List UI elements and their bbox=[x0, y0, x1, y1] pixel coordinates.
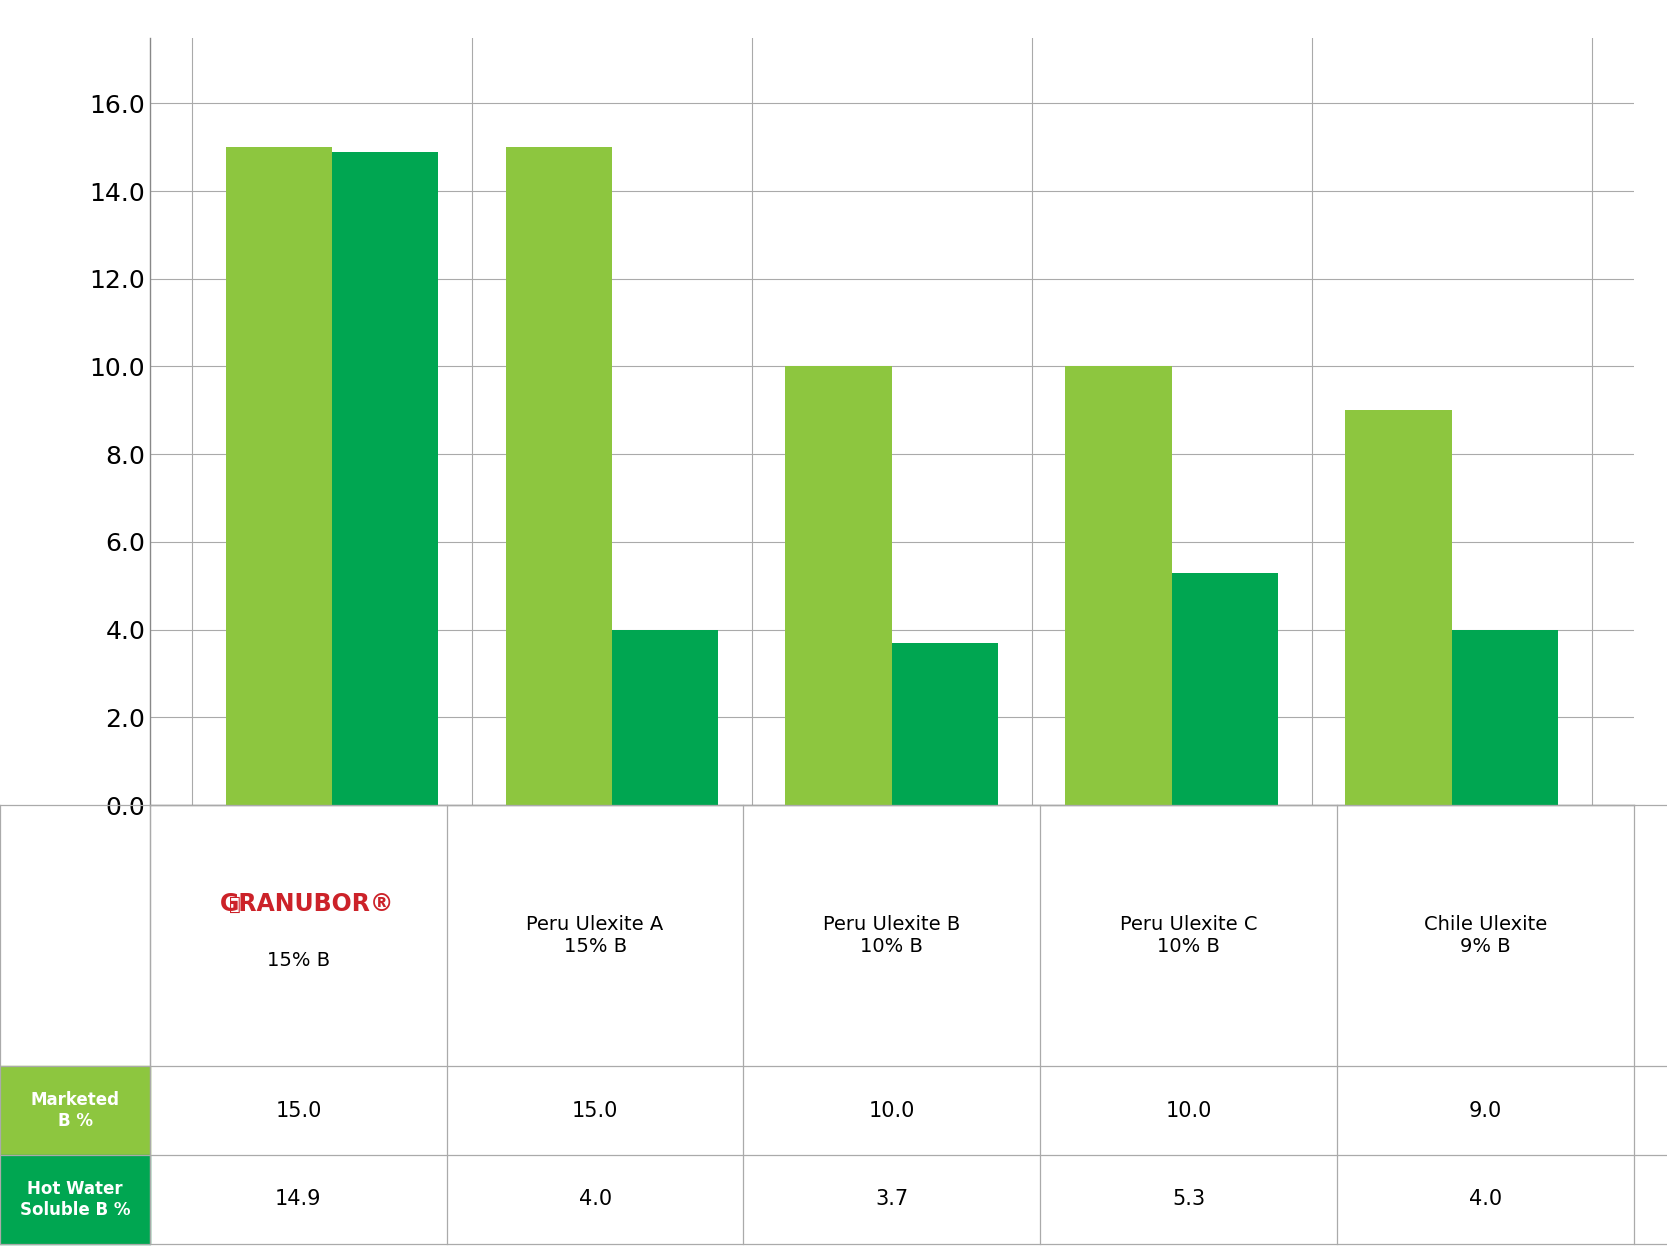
Bar bbox=[892, 642, 999, 805]
Text: Peru Ulexite C
10% B: Peru Ulexite C 10% B bbox=[1120, 915, 1257, 956]
Text: 14.9: 14.9 bbox=[275, 1190, 322, 1210]
Bar bbox=[505, 148, 612, 805]
Text: 3.7: 3.7 bbox=[875, 1190, 909, 1210]
Text: 4.0: 4.0 bbox=[578, 1190, 612, 1210]
Bar bbox=[225, 148, 332, 805]
Bar bbox=[785, 366, 892, 805]
Text: Chile Ulexite
9% B: Chile Ulexite 9% B bbox=[1424, 915, 1547, 956]
Bar bbox=[1172, 572, 1279, 805]
Text: 4.0: 4.0 bbox=[1469, 1190, 1502, 1210]
Text: 9.0: 9.0 bbox=[1469, 1100, 1502, 1120]
Text: ⛰: ⛰ bbox=[228, 895, 242, 914]
Bar bbox=[612, 630, 718, 805]
Text: 15% B: 15% B bbox=[267, 951, 330, 970]
Text: 10.0: 10.0 bbox=[869, 1100, 915, 1120]
Text: Hot Water
Soluble B %: Hot Water Soluble B % bbox=[20, 1180, 130, 1219]
Bar bbox=[332, 151, 438, 805]
Text: 5.3: 5.3 bbox=[1172, 1190, 1205, 1210]
Text: Peru Ulexite B
10% B: Peru Ulexite B 10% B bbox=[823, 915, 960, 956]
Text: GRANUBOR®: GRANUBOR® bbox=[220, 892, 393, 916]
Text: 15.0: 15.0 bbox=[275, 1100, 322, 1120]
Bar bbox=[1345, 410, 1452, 805]
Text: 15.0: 15.0 bbox=[572, 1100, 618, 1120]
Bar bbox=[1452, 630, 1559, 805]
Text: Marketed
B %: Marketed B % bbox=[30, 1091, 120, 1130]
Text: 10.0: 10.0 bbox=[1165, 1100, 1212, 1120]
Bar bbox=[1065, 366, 1172, 805]
Text: Peru Ulexite A
15% B: Peru Ulexite A 15% B bbox=[527, 915, 663, 956]
